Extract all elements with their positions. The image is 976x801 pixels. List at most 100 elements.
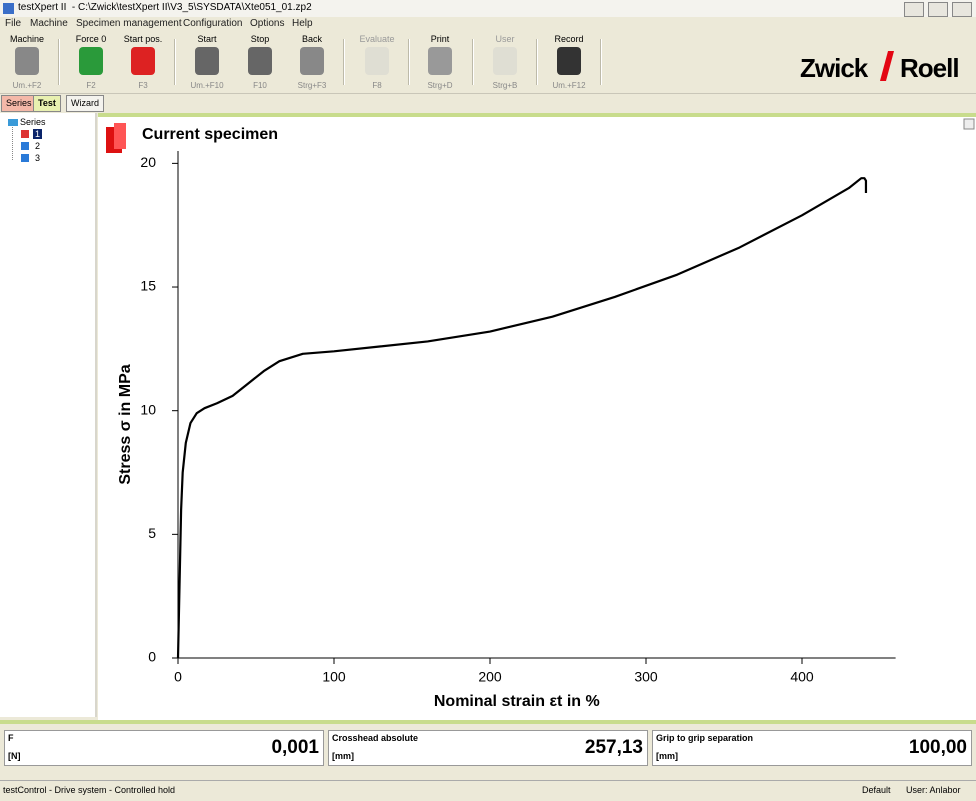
tree-icon <box>8 119 18 126</box>
button-shortcut: F3 <box>138 81 148 90</box>
tree-item[interactable]: 3 <box>35 153 41 163</box>
restore-button[interactable] <box>928 2 948 17</box>
button-shortcut: F10 <box>253 81 267 90</box>
toolbar-separator <box>600 39 602 85</box>
button-label: Machine <box>9 34 45 44</box>
toolbar-button[interactable]: User Strg+B <box>475 31 535 93</box>
tree-item-icon <box>21 130 29 138</box>
readout: Grip to grip separation [mm] 100,00 <box>652 730 972 766</box>
button-icon <box>131 47 155 75</box>
tab[interactable]: Test <box>33 95 61 112</box>
toolbar-separator <box>343 39 345 85</box>
button-shortcut: Um.+F12 <box>552 81 586 90</box>
toolbar-separator <box>472 39 474 85</box>
y-tick-label: 15 <box>140 278 156 294</box>
status-message: testControl - Drive system - Controlled … <box>3 785 176 795</box>
button-label: Print <box>430 34 450 44</box>
menu-item[interactable]: Specimen management <box>76 18 182 29</box>
toolbar-button[interactable]: Force 0 F2 <box>61 31 121 93</box>
y-axis-label: Stress σ in MPa <box>117 364 134 484</box>
y-tick-label: 20 <box>140 154 156 170</box>
button-shortcut: Strg+B <box>492 81 518 90</box>
status-bar: testControl - Drive system - Controlled … <box>0 780 976 801</box>
toolbar-button[interactable]: Start pos. F3 <box>113 31 173 93</box>
button-label: Record <box>554 34 584 44</box>
button-label: Back <box>301 34 322 44</box>
chart-pane: Current specimen 0 100 200 300 400 0 5 10 15 20 No… <box>98 113 976 721</box>
button-shortcut: Um.+F2 <box>12 81 42 90</box>
button-icon <box>195 47 219 75</box>
menu-item[interactable]: Machine <box>30 18 68 29</box>
toolbar-button[interactable]: Print Strg+D <box>410 31 470 93</box>
zoom-button[interactable] <box>963 118 975 130</box>
toolbar-button[interactable]: Machine Um.+F2 <box>0 31 57 93</box>
toolbar-button[interactable]: Back Strg+F3 <box>282 31 342 93</box>
readout-unit: [N] <box>8 751 21 761</box>
status-profile: Default <box>862 785 891 795</box>
x-tick-label: 400 <box>790 669 814 685</box>
minimize-button[interactable] <box>904 2 924 17</box>
button-icon <box>493 47 517 75</box>
x-tick-label: 0 <box>174 669 182 685</box>
status-user: User: Anlabor <box>906 785 961 795</box>
menu-item[interactable]: Configuration <box>183 18 243 29</box>
button-shortcut: Strg+F3 <box>297 81 327 90</box>
readout: Crosshead absolute [mm] 257,13 <box>328 730 648 766</box>
button-label: Force 0 <box>75 34 107 44</box>
button-icon <box>428 47 452 75</box>
tab[interactable]: Series <box>1 95 37 112</box>
button-icon <box>15 47 39 75</box>
button-icon <box>300 47 324 75</box>
button-icon <box>79 47 103 75</box>
y-tick-label: 5 <box>148 525 156 541</box>
x-tick-label: 300 <box>634 669 658 685</box>
toolbar-button[interactable]: Start Um.+F10 <box>177 31 237 93</box>
button-label: Stop <box>250 34 270 44</box>
logo-slash <box>879 51 895 81</box>
toolbar-button[interactable]: Record Um.+F12 <box>539 31 599 93</box>
toolbar-separator <box>58 39 60 85</box>
readout-value: 0,001 <box>271 737 319 758</box>
y-tick-label: 0 <box>148 649 156 665</box>
toolbar-separator <box>536 39 538 85</box>
close-button[interactable] <box>952 2 972 17</box>
logo-right: Roell <box>900 53 960 83</box>
button-shortcut: F2 <box>86 81 96 90</box>
tree-item-icon <box>21 142 29 150</box>
chart: Current specimen 0 100 200 300 400 0 5 10 15 20 No… <box>106 118 975 710</box>
tab-bar: Series Test Wizard <box>0 94 976 112</box>
button-label: User <box>495 34 515 44</box>
button-icon <box>248 47 272 75</box>
readout-name: Grip to grip separation <box>656 733 754 743</box>
menu-item[interactable]: Help <box>292 18 313 29</box>
button-shortcut: F8 <box>372 81 382 90</box>
toolbar-separator <box>408 39 410 85</box>
toolbar-button[interactable]: Stop F10 <box>230 31 290 93</box>
specimen-icon-side <box>114 123 126 149</box>
button-shortcut: Um.+F10 <box>190 81 224 90</box>
button-label: Start pos. <box>123 34 163 44</box>
toolbar: Zwick Roell Machine Um.+F2 Force 0 F2 Start … <box>0 31 976 94</box>
button-label: Start <box>197 34 217 44</box>
tab[interactable]: Wizard <box>66 95 105 112</box>
x-tick-label: 100 <box>322 669 346 685</box>
menu-bar: File Machine Specimen management Configurat… <box>0 17 976 31</box>
menu-item[interactable]: File <box>5 18 22 29</box>
button-label: Evaluate <box>359 34 395 44</box>
y-tick-label: 10 <box>140 401 156 417</box>
title-bar: testXpert II - C:\Zwick\testXpert II\V3_… <box>0 0 976 18</box>
readout-value: 100,00 <box>908 737 967 758</box>
tree-item[interactable]: 2 <box>35 141 41 151</box>
tree-item-icon <box>21 154 29 162</box>
tree-item[interactable]: 1 <box>33 129 43 139</box>
readout-name: F <box>8 733 14 743</box>
series-tree: Series 1 2 3 <box>0 113 97 717</box>
toolbar-button[interactable]: Evaluate F8 <box>347 31 407 93</box>
app-icon <box>3 3 14 14</box>
menu-item[interactable]: Options <box>250 18 285 29</box>
tree-root[interactable]: Series <box>20 117 46 127</box>
readout-name: Crosshead absolute <box>332 733 419 743</box>
x-tick-label: 200 <box>478 669 502 685</box>
logo-left: Zwick <box>800 53 868 83</box>
